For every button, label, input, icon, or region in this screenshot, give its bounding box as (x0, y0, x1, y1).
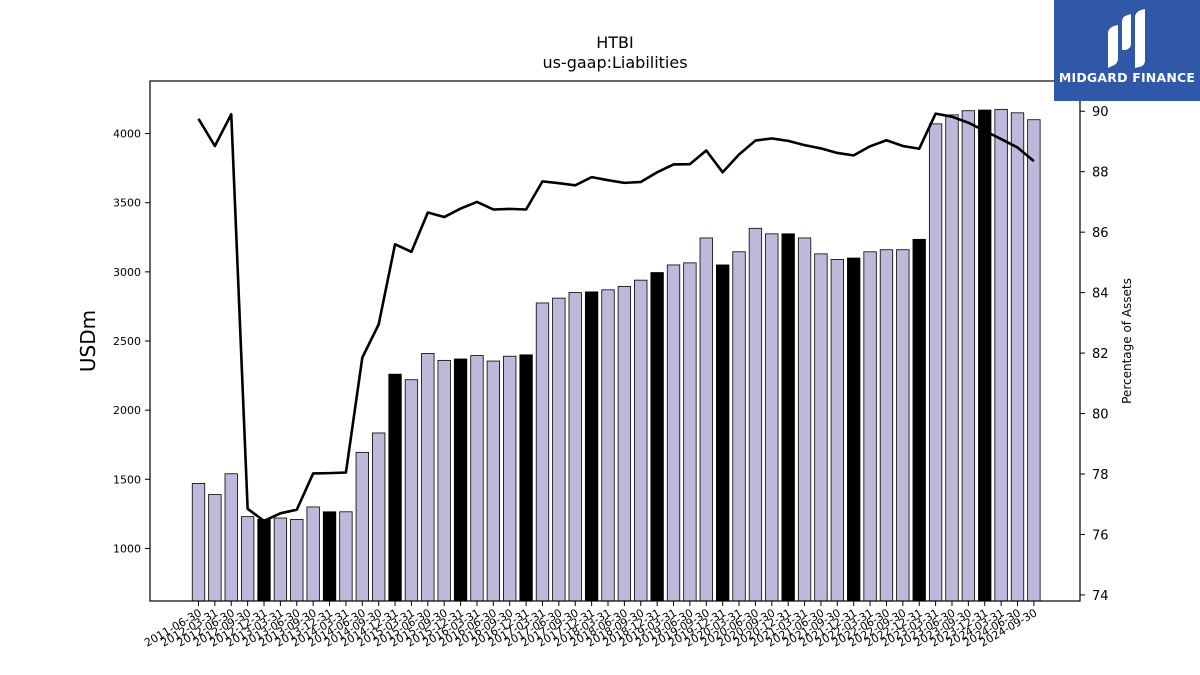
bar-2011-06-30 (191, 483, 206, 602)
y-tick-label: 4000 (113, 128, 141, 141)
bar-2016-03-31 (503, 355, 517, 602)
bar-2013-09-30 (339, 511, 353, 602)
bar-2018-09-30 (666, 264, 681, 602)
bar-2017-09-30 (601, 289, 615, 602)
y-tick-label: 2000 (113, 404, 141, 417)
bar-2016-12-31 (552, 297, 566, 602)
bar-2014-06-30 (388, 373, 402, 602)
bar-2022-03-31 (896, 249, 910, 602)
bar-2022-12-31 (945, 114, 959, 602)
y2-tick-label: 84 (1092, 287, 1109, 302)
bar-2018-12-31 (683, 262, 697, 602)
y-tick-label: 2500 (113, 335, 141, 348)
chart-title: HTBI (596, 33, 634, 52)
y2-tick-label: 74 (1092, 589, 1109, 604)
y-axis-left: 1000 1500 2000 2500 3000 3500 4000 (113, 128, 150, 555)
bar-2014-09-30 (404, 379, 419, 602)
bar-2017-12-31 (617, 285, 632, 602)
y-axis-right: 74 76 78 80 82 84 86 88 90 (1080, 105, 1109, 604)
bar-2019-12-31 (748, 227, 763, 602)
y2-tick-label: 88 (1092, 166, 1109, 181)
bar-2021-09-30 (863, 251, 877, 602)
bar-2015-12-31 (486, 360, 500, 602)
bar-2020-09-30 (797, 237, 812, 602)
y-tick-label: 3000 (113, 266, 141, 279)
y2-tick-label: 90 (1092, 105, 1109, 120)
bar-2016-09-30 (535, 302, 550, 602)
y2-tick-label: 82 (1092, 347, 1109, 362)
bar-2012-06-30 (257, 519, 271, 602)
bar-2012-09-30 (273, 517, 288, 602)
bar-2015-09-30 (470, 355, 484, 602)
bar-2016-06-30 (519, 354, 533, 602)
bar-2019-09-30 (732, 251, 746, 602)
bar-2013-03-31 (306, 506, 320, 602)
y2-tick-label: 80 (1092, 408, 1109, 423)
bar-2015-06-30 (453, 358, 468, 602)
y-tick-label: 3500 (113, 197, 141, 210)
y2-tick-label: 78 (1092, 468, 1109, 483)
bar-2023-03-31 (961, 110, 976, 602)
x-axis: 2011-06-302012-03-312012-06-302012-09-30… (142, 601, 1039, 650)
y-tick-label: 1500 (113, 473, 141, 486)
y2-tick-label: 86 (1092, 226, 1109, 241)
bar-2021-12-31 (879, 249, 894, 602)
chart-subtitle: us-gaap:Liabilities (542, 53, 687, 72)
logo-mark-icon (1108, 9, 1145, 68)
bar-2014-12-31 (421, 353, 435, 602)
bar-2019-03-31 (699, 237, 713, 602)
bar-2020-06-30 (781, 233, 795, 602)
bar-2018-06-30 (650, 272, 664, 602)
bar-2022-09-30 (928, 123, 943, 602)
bar-2017-03-31 (568, 292, 582, 602)
y-axis-label: USDm (76, 310, 100, 372)
bar-2011-12-31 (224, 473, 238, 602)
bar-2023-06-30 (978, 109, 992, 602)
bar-2014-03-31 (372, 432, 386, 602)
bar-2021-06-30 (847, 257, 861, 602)
bar-2020-12-31 (814, 253, 828, 602)
bar-2017-06-30 (584, 291, 599, 602)
bar-2013-06-30 (322, 511, 337, 602)
y-tick-label: 1000 (113, 542, 141, 555)
bar-2012-12-31 (290, 519, 304, 602)
midgard-finance-logo: MIDGARD FINANCE (1054, 0, 1200, 101)
bar-series (191, 108, 1041, 602)
bar-2024-03-31 (1027, 119, 1041, 602)
logo-text: MIDGARD FINANCE (1058, 70, 1196, 85)
bar-2023-12-31 (1010, 112, 1025, 602)
bar-2012-03-31 (240, 516, 255, 602)
bar-2023-09-30 (994, 108, 1008, 602)
bar-2021-03-31 (830, 258, 844, 602)
bar-2018-03-31 (634, 279, 648, 602)
y2-tick-label: 76 (1092, 528, 1109, 543)
bar-2011-09-30 (208, 494, 222, 602)
bar-2013-12-31 (355, 451, 369, 602)
percentage-line (197, 112, 1035, 523)
bar-2020-03-31 (765, 233, 779, 602)
bar-2022-06-30 (912, 238, 926, 602)
bar-2015-03-31 (437, 359, 451, 602)
y2-axis-label: Percentage of Assets (1120, 278, 1134, 404)
bar-2019-06-30 (716, 264, 730, 602)
